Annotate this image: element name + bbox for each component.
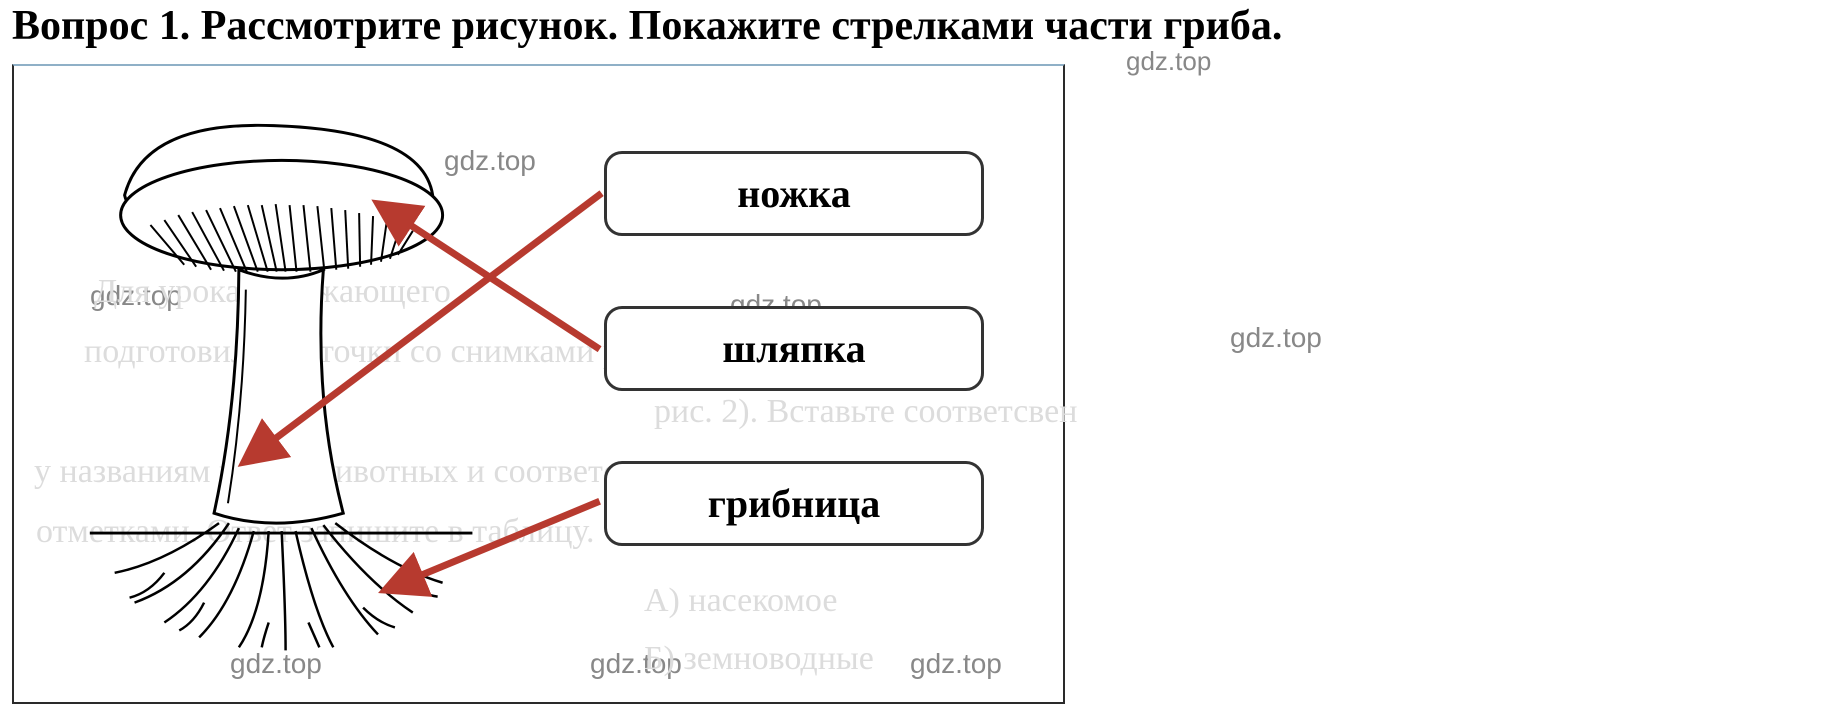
watermark: gdz.top — [1126, 46, 1211, 77]
label-cap: шляпка — [604, 306, 984, 391]
label-leg: ножка — [604, 151, 984, 236]
label-cap-text: шляпка — [722, 325, 865, 372]
label-mycelium-text: грибница — [708, 480, 881, 527]
label-mycelium: грибница — [604, 461, 984, 546]
mushroom-diagram: Для урока окружающего подготовила карточ… — [12, 64, 1065, 704]
question-title: Вопрос 1. Рассмотрите рисунок. Покажите … — [12, 2, 1282, 50]
label-leg-text: ножка — [737, 170, 851, 217]
mushroom-illustration — [90, 125, 473, 650]
watermark: gdz.top — [1230, 322, 1322, 354]
